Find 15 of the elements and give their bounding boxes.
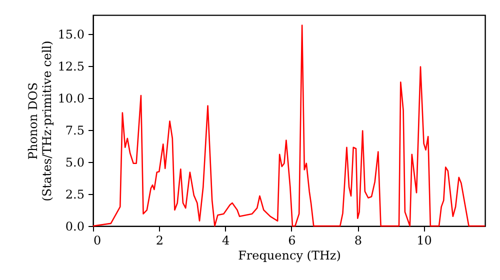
y-tick-label: 0.0 [65,220,84,234]
x-tick-label: 8 [354,234,362,248]
y-tick-label: 5.0 [65,156,84,170]
x-tick-label: 10 [416,234,432,248]
y-tick-label: 7.5 [65,124,84,138]
x-tick-label: 0 [94,234,102,248]
x-tick-label: 2 [156,234,164,248]
x-tick-label: 6 [288,234,296,248]
y-tick-label: 10.0 [58,92,84,106]
y-tick-label: 15.0 [58,28,84,42]
y-tick-label: 12.5 [58,60,84,74]
x-axis-title: Frequency (THz) [238,248,341,262]
x-tick-label: 4 [222,234,230,248]
y-tick-label: 2.5 [65,188,84,202]
y-axis-title: Phonon DOS (States/THz·primitive cell) [26,40,54,202]
